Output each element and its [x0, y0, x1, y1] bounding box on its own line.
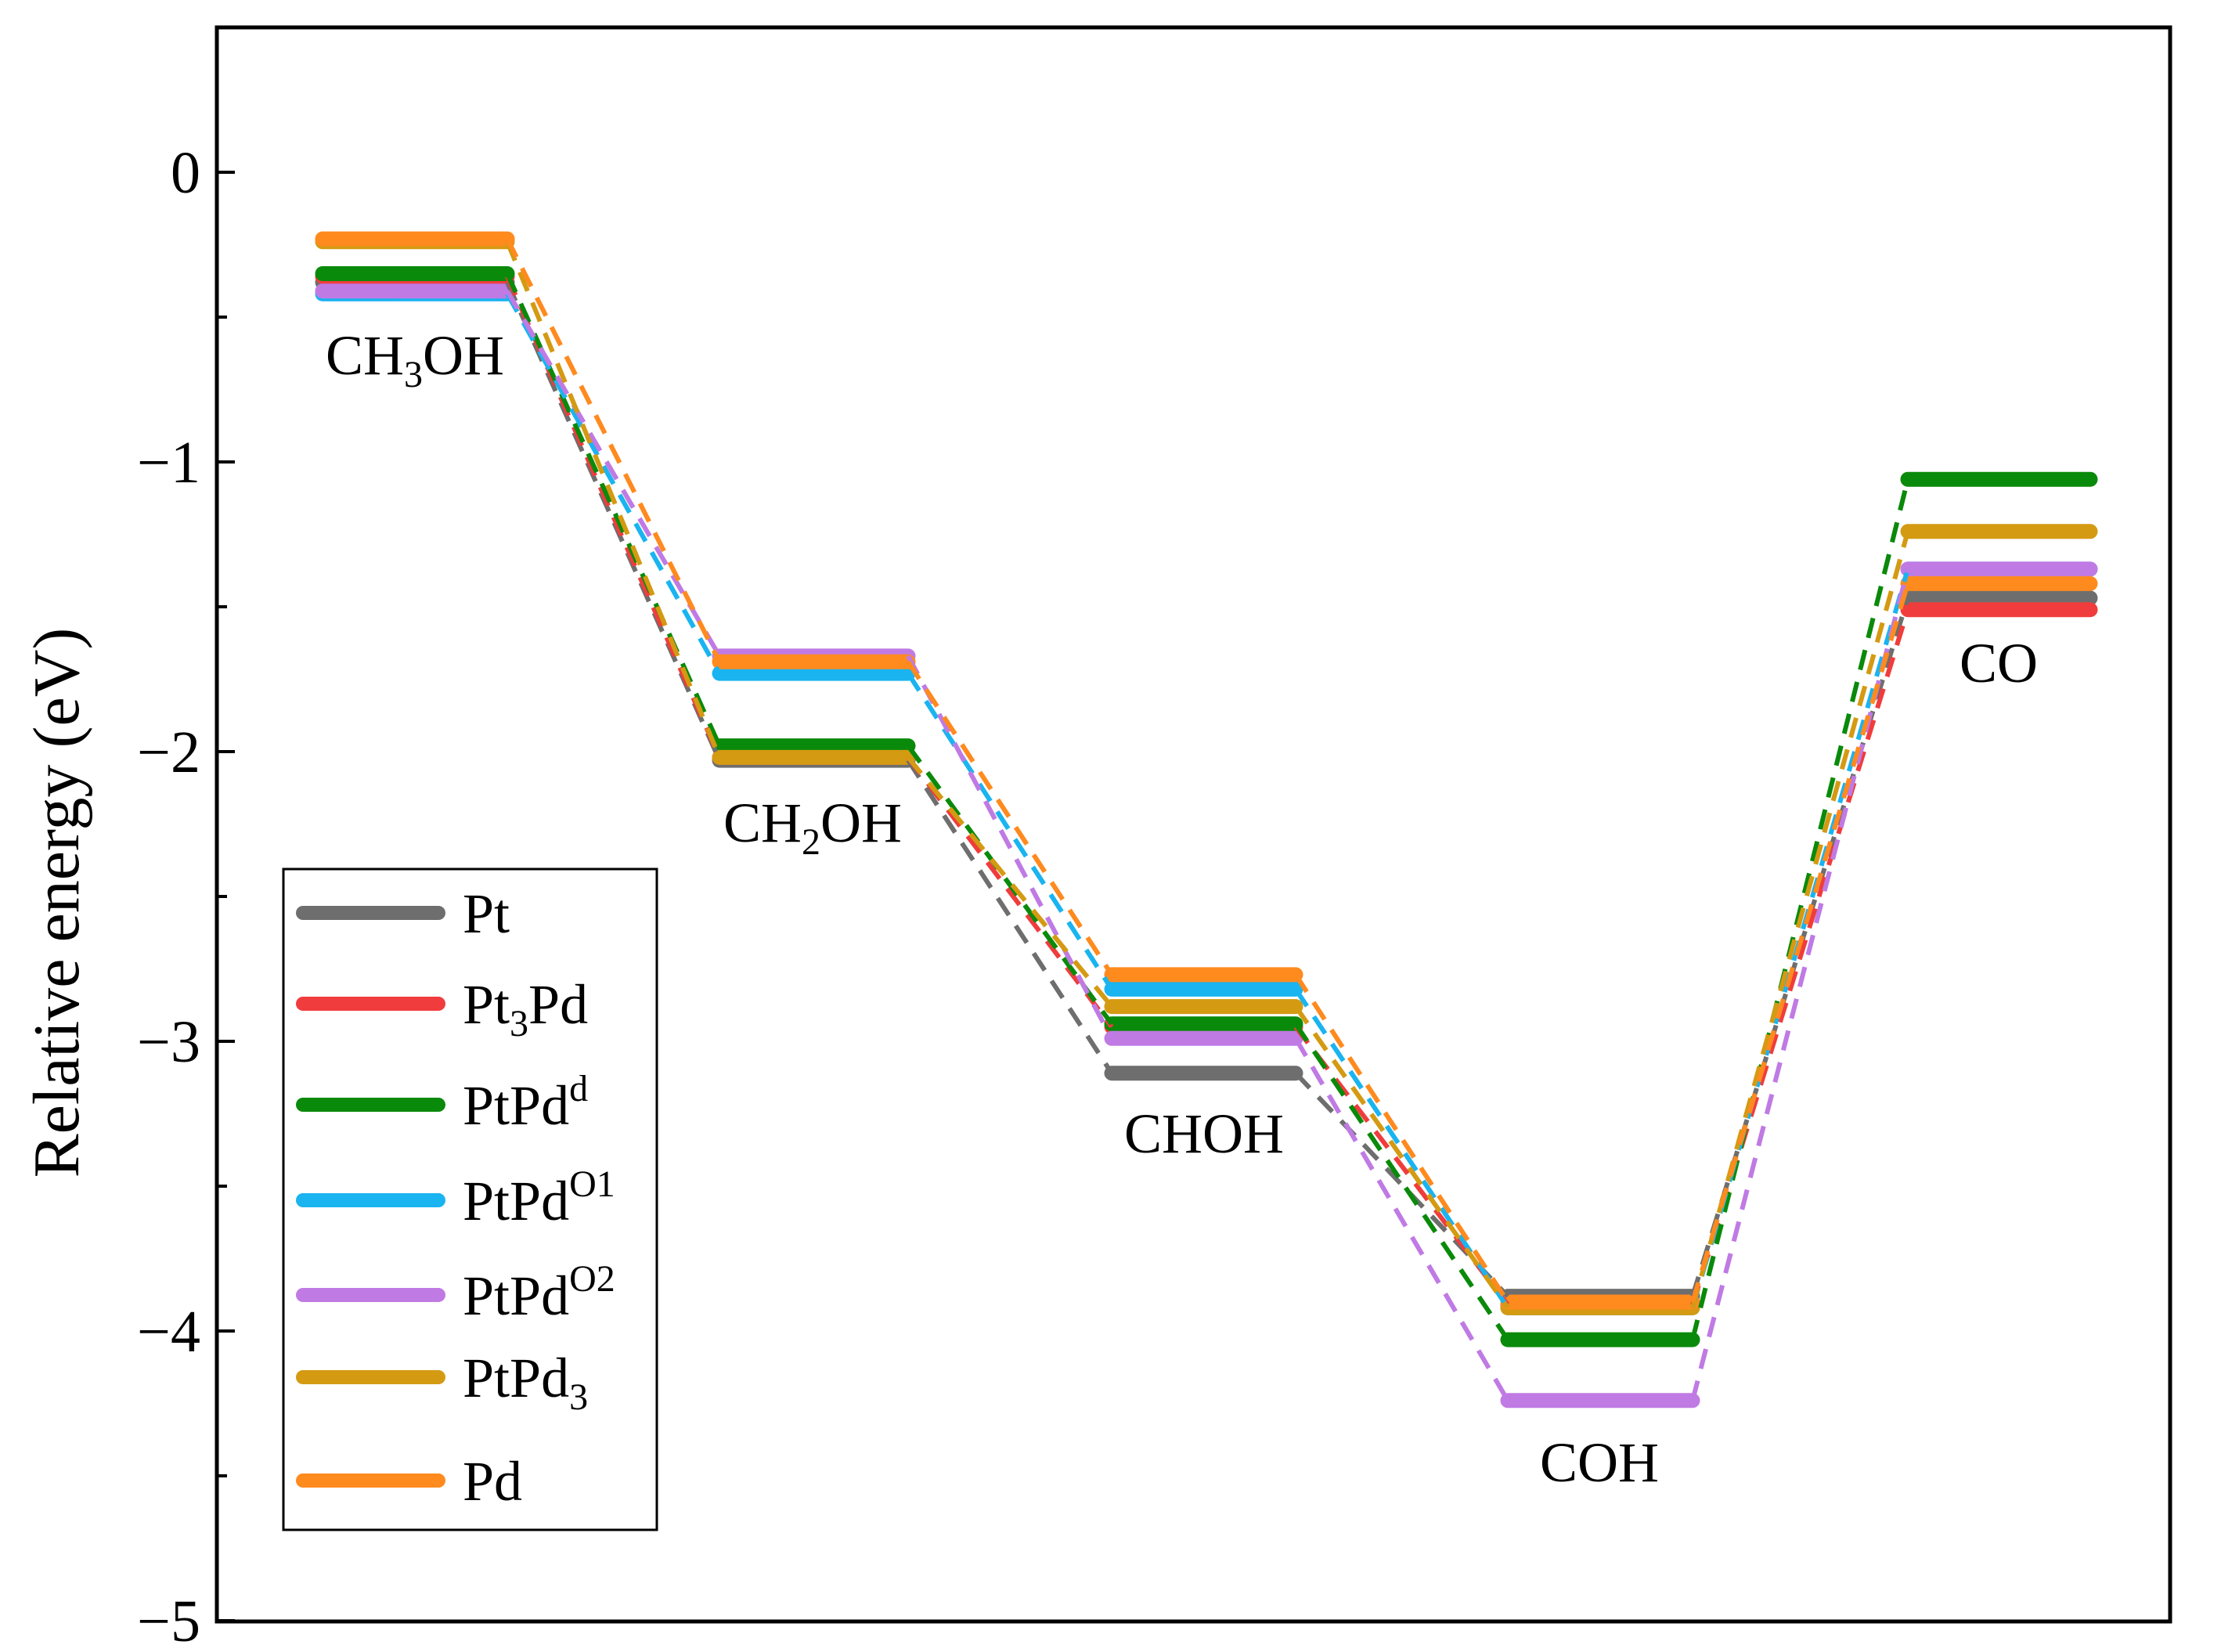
y-tick-label: 0: [171, 140, 200, 206]
connector-Pd: [1690, 583, 1910, 1303]
connector-PtPdO1: [505, 292, 722, 675]
state-label: COH: [1540, 1431, 1659, 1494]
connector-PtPdO2: [505, 290, 722, 658]
connector-PtPdO1: [906, 672, 1114, 991]
y-tick-label: −1: [137, 430, 200, 496]
state-label: CH3OH: [326, 324, 504, 395]
y-tick-label: −3: [137, 1009, 200, 1075]
state-label: CHOH: [1124, 1102, 1284, 1165]
y-tick-label: −4: [137, 1299, 200, 1365]
y-axis-title: Relative energy (eV): [20, 628, 93, 1178]
state-label: CO: [1960, 632, 2038, 694]
connector-PtPdO2: [906, 655, 1114, 1040]
connector-PtPd3: [1293, 1005, 1510, 1310]
legend-label-PtPdd: PtPdd: [463, 1068, 588, 1137]
legend-label-Pd: Pd: [463, 1450, 522, 1513]
connector-Pt3Pd: [1690, 608, 1910, 1306]
legend-label-Pt3Pd: Pt3Pd: [463, 973, 588, 1044]
state-labels: CH3OH CH2OH CHOH COH CO: [326, 324, 2038, 1494]
connector-PtPd3: [1690, 530, 1910, 1309]
plot-frame: [215, 25, 2172, 1624]
connector-PtPdO1: [1690, 568, 1910, 1309]
connector-Pd: [505, 237, 722, 663]
connector-PtPd3: [906, 756, 1114, 1008]
connector-lines: [505, 237, 1910, 1402]
connector-Pt: [906, 759, 1114, 1075]
connector-PtPdd: [906, 744, 1114, 1026]
connector-PtPdO2: [1690, 568, 1910, 1401]
legend-label-PtPdO2: PtPdO2: [463, 1258, 615, 1327]
connector-PtPd3: [505, 240, 722, 759]
legend-label-PtPd3: PtPd3: [463, 1347, 588, 1418]
legend-label-PtPdO1: PtPdO1: [463, 1163, 615, 1232]
state-label: CH2OH: [723, 792, 902, 863]
connector-Pt: [1293, 1071, 1510, 1298]
connector-PtPdd: [1690, 478, 1910, 1340]
connector-Pd: [906, 660, 1114, 976]
connector-Pt3Pd: [906, 756, 1114, 1029]
legend-label-Pt: Pt: [463, 882, 510, 945]
energy-levels: [315, 231, 2098, 1409]
y-tick-label: −5: [137, 1589, 200, 1652]
connector-Pt3Pd: [1293, 1025, 1510, 1307]
y-tick-label: −2: [137, 720, 200, 785]
y-axis: 0 −1 −2 −3 −4 −5: [137, 140, 235, 1652]
connector-Pd: [1293, 973, 1510, 1304]
connector-PtPdO2: [1293, 1037, 1510, 1402]
legend: Pt Pt3Pd PtPdd PtPdO1 PtPdO2 PtPd3 Pd: [282, 867, 658, 1531]
